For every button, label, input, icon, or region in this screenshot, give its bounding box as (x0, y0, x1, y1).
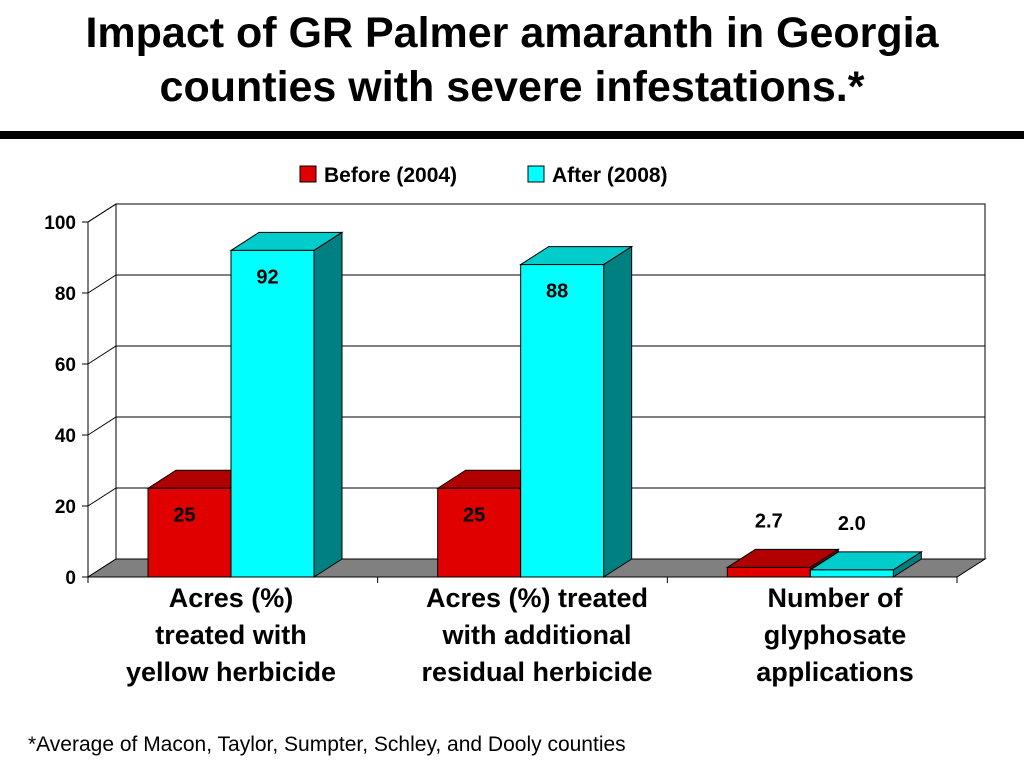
bar-front (437, 487, 522, 578)
side-wall (87, 203, 117, 578)
data-label-after-2: 88 (546, 281, 568, 303)
y-tick-label: 80 (55, 284, 76, 305)
gridline (87, 274, 985, 294)
data-label-after-3: 2.0 (838, 513, 866, 535)
bar-side (603, 245, 633, 578)
bar-front (230, 249, 315, 578)
gridline (87, 487, 985, 507)
bar-before-3 (725, 548, 841, 578)
legend-label-before: Before (2004) (324, 164, 457, 187)
y-tick-label: 60 (55, 355, 76, 376)
legend-label-after: After (2008) (552, 164, 668, 187)
title-line-2: counties with severe infestations.* (159, 63, 865, 111)
bar-after-1 (229, 231, 344, 578)
bar-after-2 (518, 245, 634, 578)
bar-front (726, 566, 811, 578)
y-tick-label: 0 (65, 568, 76, 589)
bar-front (520, 264, 605, 578)
data-label-before-3: 2.7 (755, 510, 783, 532)
category-label-3: Number of glyphosate applications (756, 583, 914, 687)
y-tick-label: 20 (55, 497, 76, 518)
bar-front (147, 487, 232, 578)
gridline (87, 203, 985, 223)
bar-after-3 (808, 550, 924, 578)
bar-side (313, 231, 343, 578)
y-tick-label: 40 (55, 426, 76, 447)
category-label-2: Acres (%) treated with additional residu… (421, 583, 653, 687)
legend-swatch-after (527, 165, 545, 183)
gridline (87, 416, 985, 436)
category-label-1: Acres (%) treated with yellow herbicide (125, 583, 337, 687)
title-divider (0, 131, 1024, 139)
y-tick-label: 100 (44, 213, 76, 234)
footnote: *Average of Macon, Taylor, Sumpter, Schl… (28, 733, 626, 756)
data-label-before-2: 25 (463, 504, 485, 526)
data-label-before-1: 25 (173, 504, 195, 526)
data-label-after-1: 92 (256, 266, 278, 288)
legend: Before (2004) After (2008) (299, 164, 668, 187)
gridline (87, 345, 985, 365)
legend-swatch-before (299, 165, 317, 183)
bar-front (809, 569, 894, 578)
title-line-1: Impact of GR Palmer amaranth in Georgia (85, 9, 939, 57)
chart-title: Impact of GR Palmer amaranth in Georgia … (0, 6, 1024, 114)
